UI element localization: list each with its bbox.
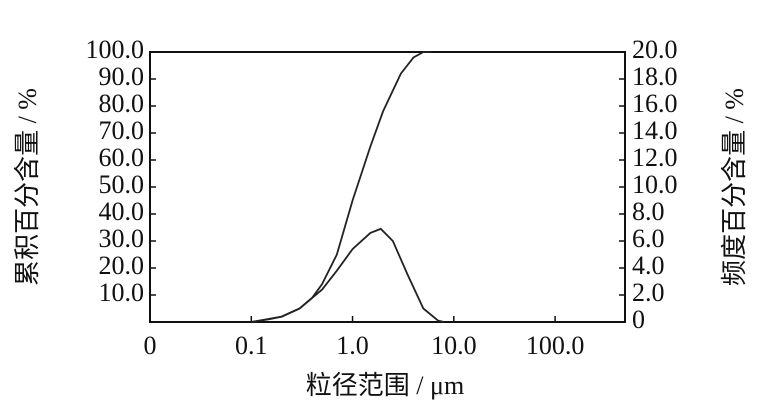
y2-tick-label: 12.0 (632, 143, 678, 172)
y-tick-label: 10.0 (99, 278, 145, 307)
y-tick-label: 20.0 (99, 251, 145, 280)
y2-tick-label: 2.0 (632, 278, 665, 307)
data-line (251, 51, 432, 323)
y2-tick-label: 16.0 (632, 89, 678, 118)
y-tick-label: 80.0 (99, 89, 145, 118)
x-tick-label: 0.1 (235, 331, 268, 360)
x-tick-label: 10.0 (431, 331, 477, 360)
y-axis-label: 累积百分含量 / % (13, 88, 42, 286)
y2-tick-label: 6.0 (632, 224, 665, 253)
data-line (251, 227, 445, 323)
y-tick-label: 90.0 (99, 62, 145, 91)
plot-frame (149, 51, 626, 323)
y2-tick-label: 18.0 (632, 62, 678, 91)
y2-tick-label: 14.0 (632, 116, 678, 145)
y-tick-label: 50.0 (99, 170, 145, 199)
y2-tick-label: 4.0 (632, 251, 665, 280)
x-tick-label: 0 (144, 331, 157, 360)
x-tick-label: 1.0 (336, 331, 369, 360)
y2-axis-label: 频度百分含量 / % (720, 88, 749, 286)
x-tick-label: 100.0 (526, 331, 585, 360)
y2-tick-label: 10.0 (632, 170, 678, 199)
y-tick-label: 100.0 (86, 35, 145, 64)
x-axis-label: 粒径范围 / μm (306, 371, 464, 400)
y-tick-label: 60.0 (99, 143, 145, 172)
y-tick-label: 40.0 (99, 197, 145, 226)
y2-tick-label: 0 (632, 305, 645, 334)
y-tick-label: 70.0 (99, 116, 145, 145)
y-tick-label: 30.0 (99, 224, 145, 253)
y2-tick-label: 20.0 (632, 35, 678, 64)
y2-tick-label: 8.0 (632, 197, 665, 226)
